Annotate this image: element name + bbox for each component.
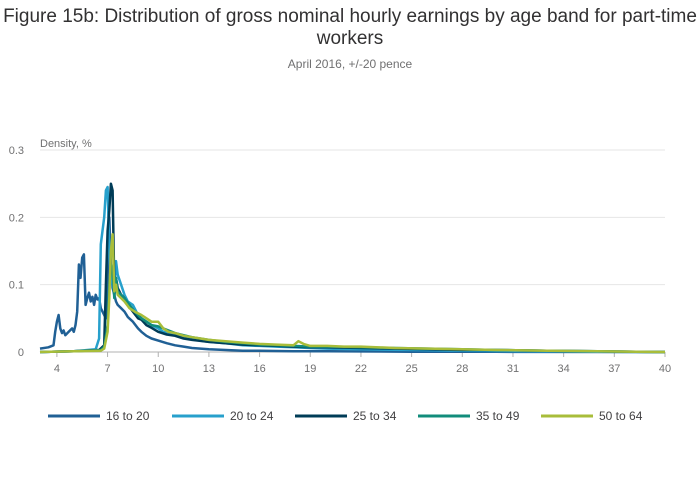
series-lines [39, 182, 666, 354]
x-tick-label: 31 [507, 363, 519, 375]
y-tick-label: 0.3 [9, 145, 24, 157]
x-tick-label: 19 [304, 363, 316, 375]
series-line-2 [39, 185, 666, 354]
legend-item-4[interactable]: 35 to 49 [418, 409, 520, 423]
y-axis-ticks: 0 0.1 0.2 0.3 [9, 145, 24, 359]
x-tick-label: 7 [105, 363, 111, 375]
x-tick-label: 28 [456, 363, 468, 375]
x-tick-label: 10 [152, 363, 164, 375]
y-axis-label: Density, % [40, 138, 92, 150]
x-tick-label: 13 [203, 363, 215, 375]
legend-item-2[interactable]: 20 to 24 [172, 409, 274, 423]
series-line-5 [39, 232, 666, 354]
x-axis-ticks: 4 7 10 13 16 19 22 25 28 31 34 37 40 [54, 352, 671, 375]
x-tick-label: 25 [405, 363, 417, 375]
y-tick-label: 0.1 [9, 280, 24, 292]
y-tick-label: 0 [18, 347, 24, 359]
y-tick-label: 0.2 [9, 212, 24, 224]
legend-label: 50 to 64 [599, 409, 643, 423]
series-line-3 [39, 182, 666, 354]
x-tick-label: 16 [253, 363, 265, 375]
legend-item-1[interactable]: 16 to 20 [48, 409, 150, 423]
legend-item-5[interactable]: 50 to 64 [541, 409, 643, 423]
legend[interactable]: 16 to 20 20 to 24 25 to 34 35 to 49 50 to 64 [48, 409, 643, 423]
x-tick-label: 4 [54, 363, 60, 375]
chart-subtitle: April 2016, +/-20 pence [287, 57, 413, 71]
chart-title: Figure 15b: Distribution of gross nomina… [3, 6, 697, 49]
legend-label: 25 to 34 [353, 409, 397, 423]
legend-label: 20 to 24 [230, 409, 274, 423]
x-tick-label: 22 [355, 363, 367, 375]
x-tick-label: 34 [558, 363, 570, 375]
x-tick-label: 37 [608, 363, 620, 375]
legend-label: 35 to 49 [476, 409, 520, 423]
legend-label: 16 to 20 [106, 409, 150, 423]
x-tick-label: 40 [659, 363, 671, 375]
legend-item-3[interactable]: 25 to 34 [295, 409, 397, 423]
